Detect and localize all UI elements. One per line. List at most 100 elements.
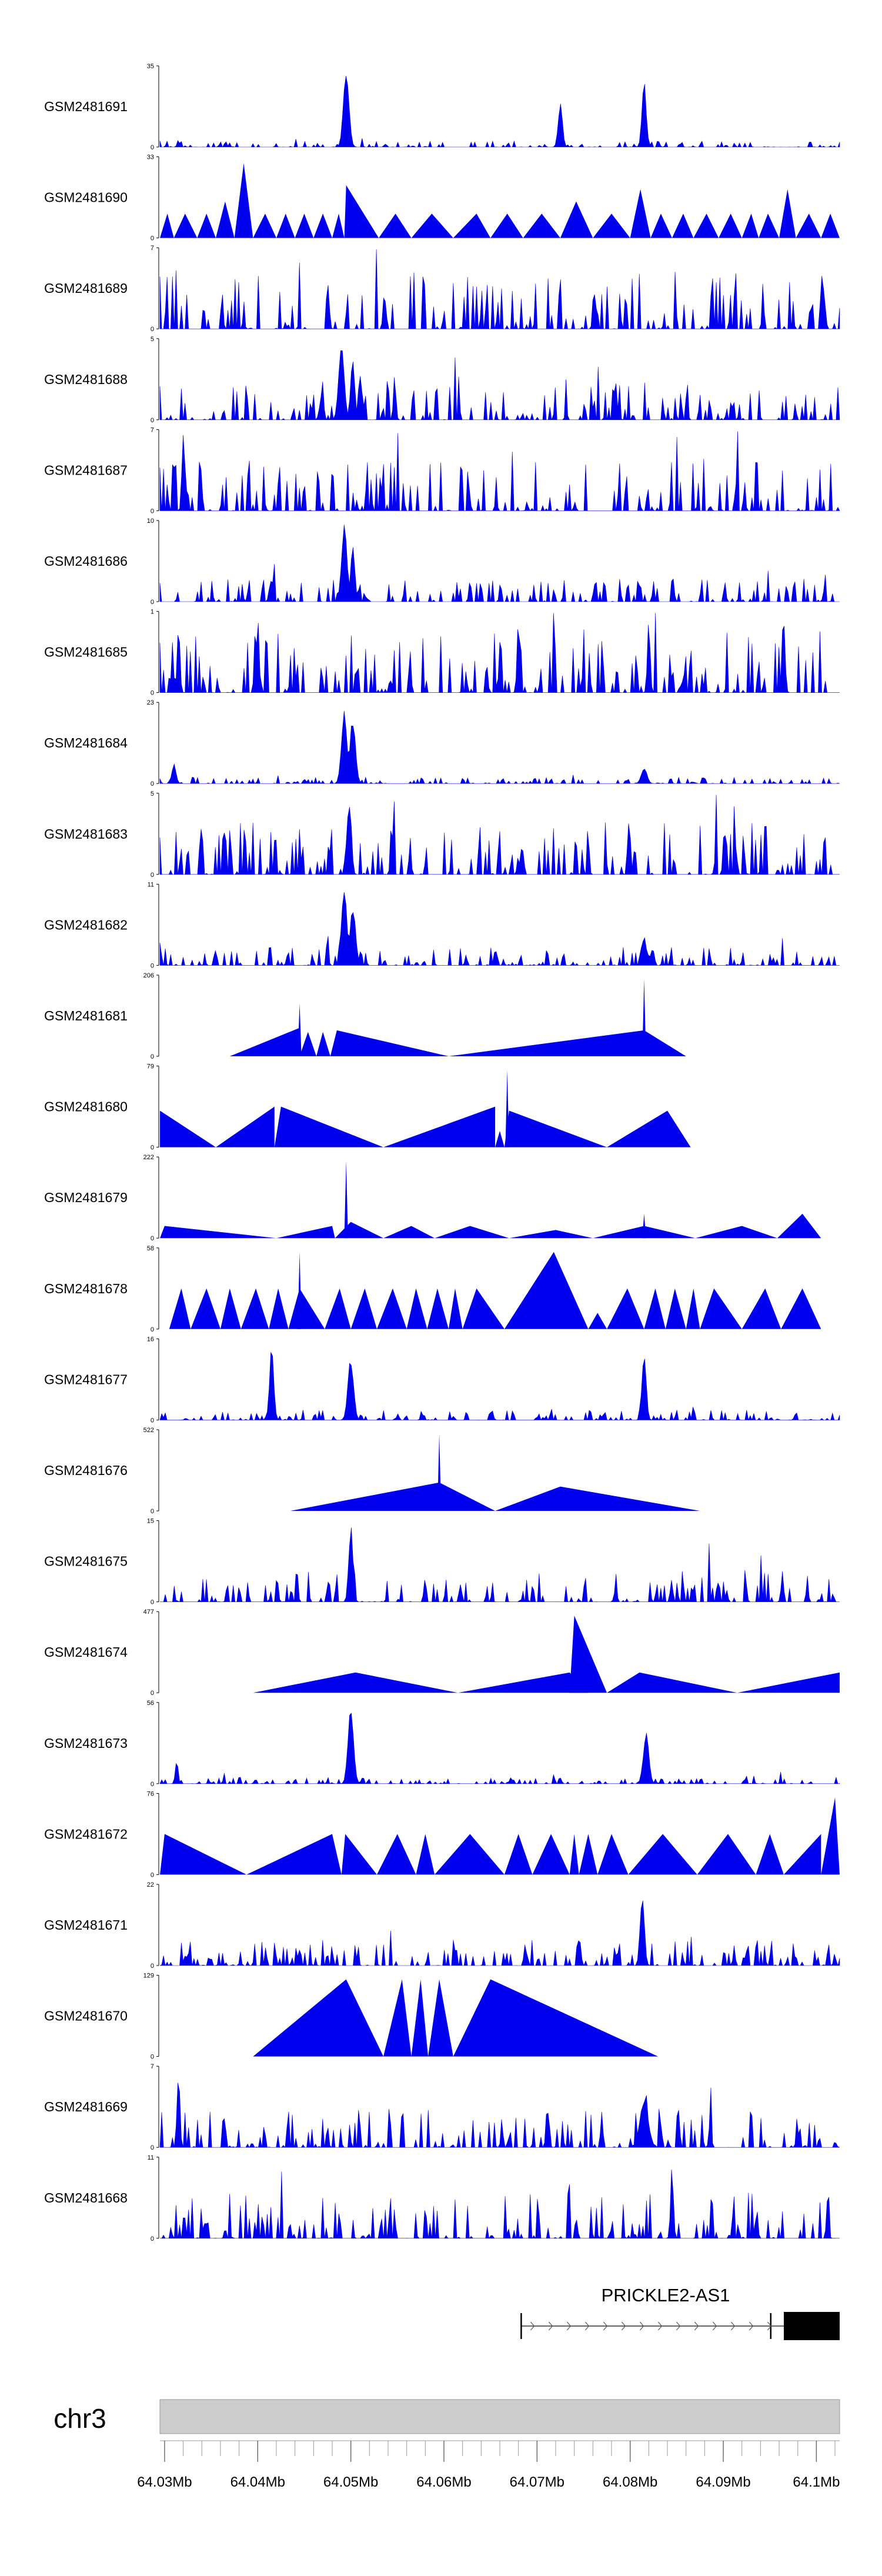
track-GSM2481681: GSM2481681 206 0	[44, 972, 686, 1060]
chromosome-label: chr3	[54, 2403, 106, 2434]
track-label: GSM2481686	[44, 553, 128, 569]
signal-triangle	[253, 1979, 384, 2057]
y-max-label: 76	[147, 1790, 154, 1797]
signal-triangle	[216, 1106, 275, 1147]
signal-area	[159, 613, 840, 693]
signal-triangle	[741, 213, 759, 238]
signal-triangle	[504, 1110, 607, 1147]
signal-triangle	[316, 1032, 330, 1056]
signal-triangle	[796, 213, 821, 238]
y-max-label: 129	[143, 1973, 154, 1980]
signal-area	[159, 892, 840, 966]
signal-area	[159, 431, 840, 512]
y-max-label: 11	[148, 881, 154, 888]
signal-area	[159, 75, 840, 148]
strand-arrow	[767, 2321, 772, 2331]
signal-triangle	[607, 1672, 737, 1693]
signal-area	[159, 2083, 840, 2148]
track-GSM2481686: GSM2481686 10 0	[44, 518, 840, 606]
signal-triangle	[695, 1226, 777, 1239]
gene-annotation: PRICKLE2-AS1	[520, 2285, 840, 2340]
y-max-label: 11	[148, 2154, 154, 2161]
track-label: GSM2481685	[44, 645, 128, 660]
y-max-label: 206	[143, 972, 154, 979]
track-GSM2481675: GSM2481675 15 0	[44, 1518, 840, 1606]
signal-area	[159, 795, 840, 875]
signal-area	[159, 1352, 840, 1421]
signal-triangle	[686, 1288, 700, 1329]
signal-area	[159, 1900, 840, 1967]
track-GSM2481685: GSM2481685 1 0	[44, 609, 840, 697]
signal-triangle	[379, 213, 412, 238]
signal-area	[159, 525, 840, 603]
y-max-label: 522	[143, 1427, 154, 1434]
signal-triangle	[234, 163, 253, 238]
signal-triangle	[523, 213, 560, 238]
strand-arrow	[603, 2321, 608, 2331]
signal-triangle	[416, 1834, 435, 1875]
signal-triangle	[741, 1288, 781, 1329]
signal-area	[160, 2169, 840, 2239]
y-max-label: 33	[147, 154, 154, 161]
signal-triangle	[335, 1222, 384, 1239]
signal-triangle	[560, 201, 593, 238]
track-label: GSM2481683	[44, 826, 128, 842]
track-label: GSM2481669	[44, 2099, 128, 2114]
signal-tracks: GSM2481691350GSM2481690330GSM248168970GS…	[44, 63, 840, 2243]
signal-triangle	[504, 1252, 589, 1329]
y-zero-label: 0	[151, 2235, 154, 2243]
track-label: GSM2481677	[44, 1372, 128, 1387]
signal-triangle	[671, 213, 694, 238]
track-GSM2481677: GSM2481677 16 0	[44, 1336, 840, 1424]
y-zero-label: 0	[151, 1144, 154, 1152]
y-zero-label: 0	[151, 326, 154, 333]
signal-triangle	[411, 1979, 429, 2057]
strand-arrow	[712, 2321, 717, 2331]
signal-peak	[642, 979, 646, 1056]
signal-triangle	[579, 1834, 598, 1875]
signal-triangle	[350, 1288, 377, 1329]
y-zero-label: 0	[151, 1235, 154, 1242]
y-zero-label: 0	[151, 2054, 154, 2061]
y-zero-label: 0	[151, 872, 154, 879]
signal-area	[159, 1713, 840, 1784]
signal-triangle	[160, 1110, 216, 1147]
y-max-label: 22	[147, 1881, 154, 1888]
signal-triangle	[697, 1834, 756, 1875]
x-tick-label: 64.1Mb	[793, 2474, 840, 2490]
y-zero-label: 0	[151, 1599, 154, 1606]
signal-triangle	[607, 1288, 644, 1329]
signal-triangle	[383, 1106, 496, 1147]
track-label: GSM2481684	[44, 735, 128, 750]
y-zero-label: 0	[151, 1690, 154, 1697]
y-zero-label: 0	[151, 1326, 154, 1333]
signal-triangle	[457, 1672, 589, 1693]
signal-triangle	[428, 1979, 453, 2057]
track-GSM2481691: GSM2481691 35 0	[44, 63, 840, 151]
gene-exon	[783, 2312, 840, 2340]
track-GSM2481674: GSM2481674 477 0	[44, 1609, 840, 1697]
signal-triangle	[644, 1288, 666, 1329]
signal-peak	[298, 1003, 302, 1056]
track-label: GSM2481688	[44, 372, 128, 387]
strand-arrow	[621, 2321, 626, 2331]
signal-triangle	[607, 1110, 691, 1147]
track-GSM2481679: GSM2481679 222 0	[44, 1154, 821, 1242]
signal-triangle	[504, 1834, 533, 1875]
signal-triangle	[191, 1288, 220, 1329]
signal-triangle	[783, 1834, 821, 1875]
signal-triangle	[448, 1030, 686, 1056]
signal-triangle	[274, 1106, 384, 1147]
track-GSM2481670: GSM2481670 129 0	[44, 1973, 659, 2061]
x-tick-label: 64.07Mb	[510, 2474, 564, 2490]
track-GSM2481690: GSM2481690 33 0	[44, 154, 840, 242]
signal-triangle	[495, 1486, 700, 1511]
signal-triangle	[777, 1213, 821, 1239]
track-label: GSM2481679	[44, 1190, 128, 1205]
signal-triangle	[781, 1288, 821, 1329]
signal-peak	[344, 1161, 348, 1239]
signal-triangle	[330, 1030, 449, 1056]
signal-triangle	[630, 189, 651, 238]
chromosome-axis: chr3 64.03Mb 64.04Mb 64.05Mb 64.06Mb 64.07Mb…	[54, 2399, 840, 2490]
signal-triangle	[628, 1834, 697, 1875]
